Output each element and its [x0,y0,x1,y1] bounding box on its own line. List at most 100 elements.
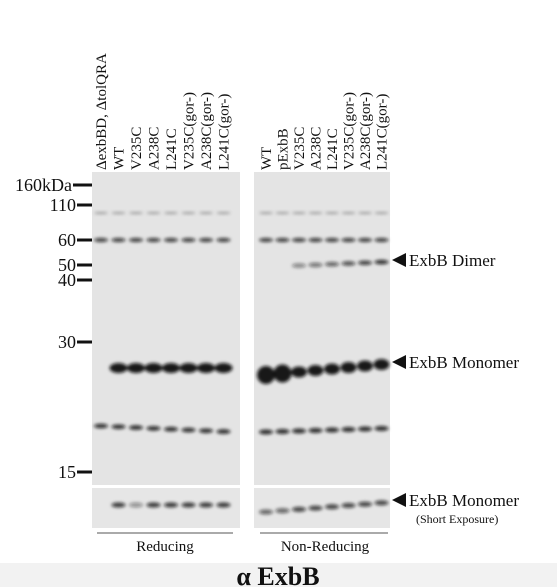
band [164,502,178,508]
band [216,429,231,434]
lane-label: L241C(gor-) [375,94,391,170]
lane-label: WT [259,147,275,170]
band [273,364,292,383]
band [341,427,356,432]
band [374,238,389,242]
band [275,508,290,514]
lane-label: A238C [309,127,325,170]
band [324,363,340,375]
arrow [392,493,406,507]
band [308,428,323,433]
band [216,502,231,508]
arrow [392,253,406,267]
band [94,423,108,429]
lane-label: pExbB [276,128,292,170]
band [340,362,357,373]
blot-gap [240,172,254,485]
band [291,366,307,378]
marker-label: 60 [58,230,76,250]
band [358,426,372,432]
lane-label: L241C(gor-) [217,94,233,170]
arrow [392,355,406,369]
band [341,212,356,214]
band [199,212,213,214]
band [181,212,196,214]
band [292,238,306,242]
blot-gap [240,488,254,528]
bands [94,212,390,515]
lane-label: V235C [129,127,145,170]
band-label: ExbB Dimer [409,251,496,270]
band [358,260,372,265]
band [325,504,339,510]
band [181,427,196,433]
band [373,359,390,370]
marker-label: 40 [58,270,76,290]
band [341,503,356,508]
band-arrows [392,253,406,507]
band [374,500,389,506]
band [308,238,323,242]
band [94,238,108,242]
band [146,502,161,508]
band [292,428,306,434]
lane-label: A238C [147,127,163,170]
band [129,502,143,508]
band [341,238,356,242]
band [181,502,196,508]
marker-label: 50 [58,255,76,275]
lane-label: A238C(gor-) [358,92,374,170]
marker-tick [77,470,92,474]
marker-tick [77,340,92,344]
band [144,363,163,373]
band [341,261,356,266]
band [358,238,372,242]
marker-label: 110 [50,195,76,215]
band [111,502,126,508]
band [292,263,306,268]
band [259,238,273,242]
marker-tick [77,203,92,207]
band [199,428,213,434]
band-label: ExbB Monomer [409,491,519,510]
band [292,212,306,214]
marker-label: 15 [58,462,76,482]
band [358,501,372,507]
band [357,360,373,372]
marker-tick [77,238,92,242]
lane-label: ΔexbBD, ΔtolQRA [94,53,110,170]
band [146,426,161,431]
band [197,363,215,373]
band [325,212,339,214]
band [374,259,389,265]
band [129,238,143,242]
band [308,262,323,268]
band [129,212,143,214]
marker-tick [77,263,92,267]
title: α ExbB [236,562,319,587]
band [164,238,178,242]
band [146,238,161,242]
lane-label: V235C(gor-) [182,92,198,170]
band [275,238,290,242]
group-label: Reducing [136,539,194,555]
band [214,363,233,373]
band [275,212,290,214]
band [129,425,143,430]
lane-label: L241C [325,128,341,170]
group-label: Non-Reducing [281,539,370,555]
band [374,212,389,214]
lane-label: A238C(gor-) [199,92,215,170]
band [199,238,213,242]
band [111,424,126,430]
lane-label: V235C [292,127,308,170]
band [162,363,180,373]
band [259,212,273,214]
marker-tick [77,278,92,282]
band [164,426,178,432]
footer-bar [0,563,557,587]
band [216,212,231,214]
band [325,262,339,267]
